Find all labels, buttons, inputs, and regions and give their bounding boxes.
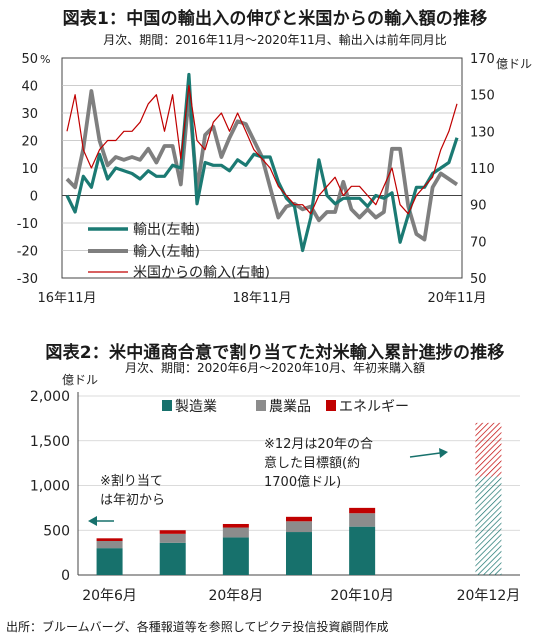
chart2-bar-energy (96, 538, 123, 541)
chart2-y-tick-label: 1,500 (30, 434, 70, 450)
chart2-subtitle: 月次、期間：2020年6月～2020年10月、年初来購入額 (125, 361, 425, 375)
chart2-note-left-line: ※割り当て (100, 473, 163, 489)
chart1-right-tick-label: 110 (470, 162, 495, 177)
chart2-bar-agriculture (222, 527, 249, 538)
chart1-x-tick-label: 16年11月 (37, 291, 96, 306)
chart1-legend-label: 輸入(左軸) (133, 244, 200, 260)
chart2-note-right-line: ※12月は20年の合 (264, 437, 373, 452)
chart1-right-tick-label: 130 (470, 125, 495, 140)
chart1-left-tick-label: 20 (21, 135, 38, 150)
chart1-left-tick-label: 50 (21, 52, 38, 67)
chart1-left-tick-label: 10 (21, 162, 38, 177)
chart2-y-tick-label: 500 (43, 523, 70, 539)
chart1-left-tick-label: -10 (17, 217, 38, 232)
chart1-subtitle: 月次、期間：2016年11月～2020年11月、輸出入は前年同月比 (103, 33, 447, 47)
chart1-right-unit: 億ドル (496, 57, 532, 71)
chart2-bar-energy (222, 523, 249, 528)
chart2-note-right-arrow-line (409, 452, 441, 458)
chart2-target-bar-lower (475, 476, 502, 575)
chart1-plot: 50 40 30 20 10 0 -10 -20 -30% 170 150 130 110 90 70 50 億… (17, 52, 532, 306)
chart2-note-right-line: 1700億ドル) (264, 474, 341, 490)
chart2-bar-agriculture (96, 540, 123, 549)
chart1-right-tick-label: 70 (470, 235, 487, 250)
chart1-left-tick-label: 30 (21, 107, 38, 122)
chart2-target-bar-upper (475, 422, 502, 477)
chart2-legend-swatch (256, 400, 266, 411)
chart2-legend-swatch (162, 400, 172, 411)
chart2-unit: 億ドル (62, 373, 98, 387)
chart1-left-tick-label: -20 (17, 245, 38, 260)
chart1-left-tick-label: 0 (30, 190, 38, 205)
chart1-x-tick-label: 18年11月 (232, 291, 291, 306)
chart2-bar-energy (349, 507, 376, 514)
chart1-left-tick-label: -30 (17, 272, 38, 287)
chart1-us-imports-line (66, 84, 458, 215)
chart2-bar-manufacturing (349, 526, 376, 575)
chart2-bar-manufacturing (159, 542, 186, 575)
chart2-note-right-line: 意した目標額(約 (264, 455, 360, 471)
chart2-note-left-line: は年初から (100, 493, 165, 508)
chart2-bar-manufacturing (286, 532, 312, 575)
chart2-bar-energy (286, 516, 312, 522)
chart1-legend-label: 輸出(左軸) (133, 222, 200, 238)
chart1-right-tick-label: 150 (470, 89, 495, 104)
chart2-x-tick-label: 20年6月 (82, 588, 137, 604)
chart2-bar-agriculture (349, 513, 376, 527)
chart2-legend-label: 農業品 (269, 399, 311, 415)
chart2-bar-agriculture (159, 533, 186, 543)
chart2-bar-manufacturing (96, 548, 123, 575)
chart1-left-tick-label: 40 (21, 80, 38, 95)
chart1-legend-label: 米国からの輸入(右軸) (133, 265, 270, 281)
chart2-y-tick-label: 1,000 (30, 479, 70, 495)
chart2-y-tick-label: 0 (61, 568, 70, 584)
chart1-right-tick-label: 170 (470, 52, 495, 67)
chart2-x-tick-label: 20年12月 (457, 588, 521, 604)
chart2-legend-swatch (326, 400, 336, 411)
chart2-y-tick-label: 2,000 (30, 389, 70, 405)
chart2-note-right-arrow-head (439, 448, 448, 458)
chart1-left-unit: % (40, 53, 50, 66)
chart2-bar-energy (159, 530, 186, 534)
chart2-x-tick-label: 20年8月 (208, 588, 263, 604)
chart1-exports-line (65, 72, 459, 253)
chart2-legend-label: エネルギー (339, 399, 409, 415)
chart2-bar-manufacturing (222, 537, 249, 575)
chart1-right-tick-label: 90 (470, 199, 487, 214)
chart2-x-tick-label: 20年10月 (330, 588, 394, 604)
chart1-x-tick-label: 20年11月 (427, 291, 486, 306)
chart2-bar-agriculture (286, 521, 312, 533)
source-note: 出所：ブルームバーグ、各種報道等を参照してピクテ投信投資顧問作成 (6, 620, 389, 634)
chart2-note-left-arrow-head (88, 516, 97, 526)
chart1-title: 図表1：中国の輸出入の伸びと米国からの輸入額の推移 (62, 9, 488, 29)
chart2-title: 図表2：米中通商合意で割り当てた対米輸入累計進捗の推移 (45, 343, 505, 363)
chart2-legend-label: 製造業 (175, 399, 217, 415)
chart1-right-tick-label: 50 (470, 272, 487, 287)
